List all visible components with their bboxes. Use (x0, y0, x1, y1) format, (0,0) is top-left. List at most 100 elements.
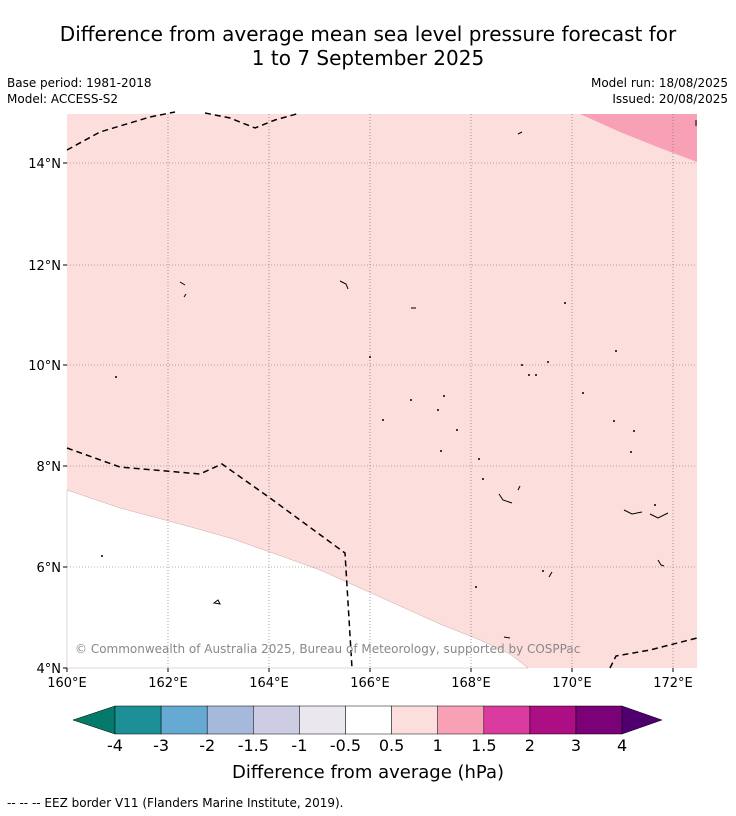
title-line-2: 1 to 7 September 2025 (251, 46, 485, 70)
colorbar-tick-label: -2 (199, 736, 215, 755)
eez-borders (66, 111, 698, 669)
copyright-notice: © Commonwealth of Australia 2025, Bureau… (75, 642, 580, 656)
island (528, 374, 530, 376)
islands (179, 120, 697, 639)
meta-right: Model run: 18/08/2025 Issued: 20/08/2025 (591, 75, 728, 107)
colorbar-tick-label: -1.5 (238, 736, 269, 755)
map-panel: © Commonwealth of Australia 2025, Bureau… (28, 111, 698, 691)
x-tick-label: 162°E (148, 676, 188, 691)
island (564, 302, 566, 304)
axis-ticks (63, 162, 674, 672)
forecast-map-svg: © Commonwealth of Australia 2025, Bureau… (28, 111, 698, 783)
island (615, 350, 617, 352)
island (456, 429, 458, 431)
small-islands (101, 302, 656, 588)
colorbar-tick-label: -3 (153, 736, 169, 755)
y-tick-label: 14°N (28, 157, 61, 172)
x-tick-label: 168°E (451, 676, 491, 691)
island (503, 636, 511, 639)
island (498, 493, 513, 504)
island (657, 559, 665, 567)
map-title: Difference from average mean sea level p… (0, 22, 736, 70)
colorbar-low-extend (72, 705, 116, 735)
y-tick-label: 12°N (28, 259, 61, 274)
colorbar-cell (345, 705, 392, 735)
island (548, 571, 553, 578)
colorbar-tick-label: 4 (617, 736, 627, 755)
island (630, 451, 632, 453)
x-tick-label: 170°E (552, 676, 592, 691)
neutral-anomaly-region (66, 489, 529, 669)
higher-anomaly-region (580, 114, 697, 162)
island (521, 364, 523, 366)
colorbar-tick-label: -0.5 (330, 736, 361, 755)
colorbar-tick-label: 0.5 (379, 736, 404, 755)
colorbar-cell (253, 705, 300, 735)
island (410, 399, 412, 401)
island (369, 356, 371, 358)
colorbar: -4 -3 -2 -1.5 -1 -0.5 0.5 1 1.5 2 3 4 Difference fr… (72, 705, 663, 783)
eez-border-southeast (609, 637, 698, 669)
island (475, 586, 477, 588)
island (649, 512, 669, 519)
eez-border-north (66, 111, 176, 151)
colorbar-tick-label: -1 (291, 736, 307, 755)
colorbar-cell (114, 705, 162, 735)
colorbar-tick-label: 2 (525, 736, 535, 755)
x-tick-label: 172°E (653, 676, 693, 691)
island (440, 450, 442, 452)
colorbar-cell (483, 705, 531, 735)
x-tick-label: 164°E (249, 676, 289, 691)
colorbar-tick-label: 3 (571, 736, 581, 755)
colorbar-label: Difference from average (hPa) (232, 762, 504, 783)
eez-border-north-2 (204, 112, 301, 129)
island (542, 570, 544, 572)
eez-footnote: -- -- -- EEZ border V11 (Flanders Marine… (7, 796, 344, 810)
colorbar-tick-label: 1.5 (471, 736, 496, 755)
colorbar-cell (437, 705, 485, 735)
island (443, 395, 445, 397)
y-tick-label: 10°N (28, 359, 61, 374)
colorbar-cell (160, 705, 208, 735)
colorbar-tick-label: -4 (107, 736, 123, 755)
colorbar-cell (575, 705, 623, 735)
y-tick-label: 6°N (37, 561, 62, 576)
eez-border-central (66, 447, 353, 669)
colorbar-cell (299, 705, 346, 735)
model-run: Model run: 18/08/2025 (590, 76, 728, 90)
x-tick-label: 160°E (47, 676, 87, 691)
y-tick-label: 8°N (37, 460, 62, 475)
island (115, 376, 117, 378)
y-tick-label: 4°N (37, 662, 62, 677)
island (212, 599, 221, 605)
issued-date: Issued: 20/08/2025 (612, 92, 728, 106)
island (339, 280, 349, 290)
island (633, 430, 635, 432)
model-name: Model: ACCESS-S2 (7, 92, 119, 106)
island (517, 485, 521, 491)
island (478, 458, 480, 460)
colorbar-tick-labels: -4 -3 -2 -1.5 -1 -0.5 0.5 1 1.5 2 3 4 (107, 736, 627, 755)
island (437, 409, 439, 411)
island (582, 392, 584, 394)
island (535, 374, 537, 376)
title-line-1: Difference from average mean sea level p… (59, 22, 677, 46)
colorbar-cell (529, 705, 577, 735)
island (654, 504, 656, 506)
colorbar-cells (114, 705, 623, 735)
x-tick-label: 166°E (350, 676, 390, 691)
meta-left: Base period: 1981-2018 Model: ACCESS-S2 (7, 75, 152, 107)
island (623, 509, 643, 515)
island (183, 293, 187, 298)
island (517, 131, 523, 135)
island (613, 420, 615, 422)
colorbar-tick-label: 1 (433, 736, 443, 755)
gridlines (67, 114, 697, 668)
island (382, 419, 384, 421)
colorbar-cell (391, 705, 438, 735)
island (547, 361, 549, 363)
island (101, 555, 103, 557)
island (179, 281, 186, 286)
colorbar-cell (206, 705, 254, 735)
island (482, 478, 484, 480)
